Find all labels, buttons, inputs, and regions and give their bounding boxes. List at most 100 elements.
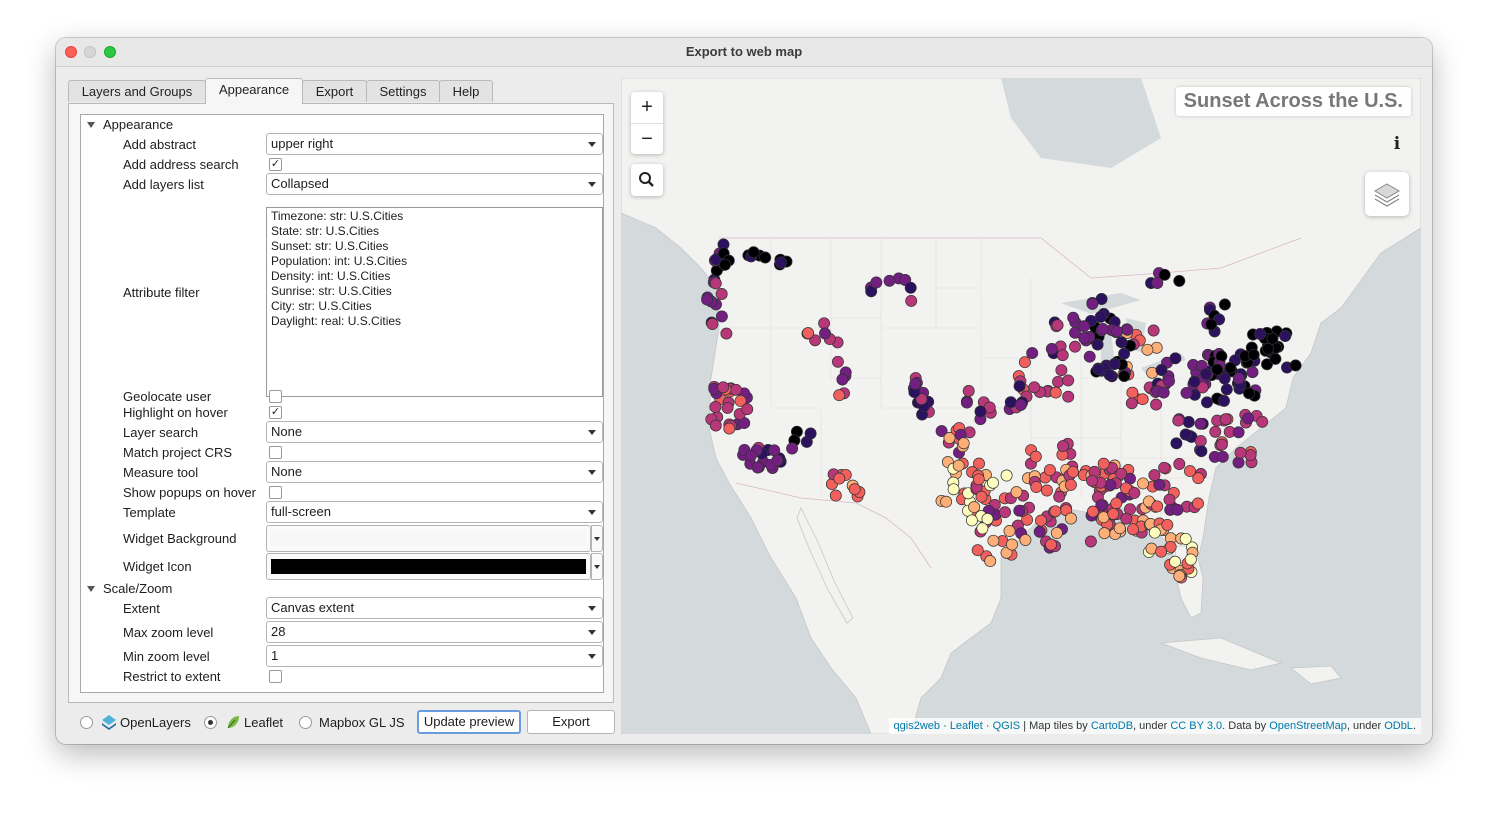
attribute-filter-item[interactable]: Timezone: str: U.S.Cities [271,209,404,223]
city-point[interactable] [1045,538,1057,551]
attribute-filter-item[interactable]: Population: int: U.S.Cities [271,254,408,268]
city-point[interactable] [1095,293,1108,305]
city-point[interactable] [943,432,956,444]
city-point[interactable] [1103,368,1116,381]
city-point[interactable] [1200,368,1213,380]
city-point[interactable] [1209,425,1222,438]
city-point[interactable] [1247,348,1260,361]
city-point[interactable] [1254,328,1267,340]
city-point[interactable] [1069,340,1081,353]
city-point[interactable] [1113,522,1126,535]
city-point[interactable] [1192,472,1205,485]
city-point[interactable] [935,425,948,438]
collapse-scale-zoom-arrow-icon[interactable] [87,586,95,592]
city-point[interactable] [1084,535,1097,548]
city-point[interactable] [1127,523,1139,536]
map-preview[interactable]: + − Sunset Across the U.S. i qgis2web · … [621,78,1421,734]
city-point[interactable] [1242,412,1255,425]
city-point[interactable] [960,396,973,409]
city-point[interactable] [1182,416,1195,428]
city-point[interactable] [1136,393,1149,406]
maximize-window-button[interactable] [104,46,116,58]
city-point[interactable] [1169,352,1182,365]
city-point[interactable] [1262,342,1274,355]
city-point[interactable] [1234,446,1247,459]
city-point[interactable] [1115,336,1128,349]
city-point[interactable] [1086,505,1099,518]
city-point[interactable] [965,514,978,527]
city-point[interactable] [865,285,878,298]
city-point[interactable] [952,459,965,472]
city-point[interactable] [1155,545,1168,558]
city-point[interactable] [1158,461,1171,474]
city-point[interactable] [709,419,722,432]
city-point[interactable] [1040,484,1053,497]
map-canvas[interactable] [621,78,1421,734]
export-button[interactable]: Export [527,710,615,734]
show-popups-on-hover-checkbox[interactable] [269,486,282,499]
city-point[interactable] [1067,465,1079,478]
city-point[interactable] [1003,525,1016,537]
city-point[interactable] [1171,503,1184,516]
city-point[interactable] [1115,467,1128,480]
city-point[interactable] [1026,347,1039,360]
city-point[interactable] [1161,518,1174,531]
city-point[interactable] [915,393,928,406]
city-point[interactable] [1051,319,1064,332]
city-point[interactable] [802,327,815,340]
city-point[interactable] [870,276,883,289]
openstreetmap-link[interactable]: OpenStreetMap [1269,720,1347,732]
cartodb-link[interactable]: CartoDB [1090,720,1134,732]
attribute-filter-item[interactable]: Daylight: real: U.S.Cities [271,314,402,328]
widget-background-color-button[interactable] [266,525,591,552]
attribute-filter-item[interactable]: City: str: U.S.Cities [271,299,372,313]
city-point[interactable] [1092,363,1105,376]
city-point[interactable] [1194,417,1207,430]
city-point[interactable] [1232,426,1245,439]
city-point[interactable] [972,473,985,486]
city-point[interactable] [1110,497,1123,510]
city-point[interactable] [1111,325,1123,338]
city-point[interactable] [1067,311,1080,324]
city-point[interactable] [1086,474,1099,487]
city-point[interactable] [1118,370,1131,383]
attribute-filter-list[interactable]: Timezone: str: U.S.Cities State: str: U.… [266,207,603,397]
city-point[interactable] [1107,507,1120,520]
city-point[interactable] [971,544,984,557]
city-point[interactable] [1195,445,1208,458]
city-point[interactable] [1045,342,1058,355]
city-point[interactable] [818,317,831,330]
city-point[interactable] [848,483,861,496]
city-point[interactable] [1056,349,1069,362]
city-point[interactable] [940,495,953,508]
tab-settings[interactable]: Settings [366,80,440,102]
city-point[interactable] [723,422,736,435]
city-point[interactable] [1098,527,1111,540]
tab-export[interactable]: Export [302,80,367,102]
city-point[interactable] [957,437,970,450]
max-zoom-select[interactable]: 28 [266,621,603,643]
city-point[interactable] [1157,386,1170,399]
tab-help[interactable]: Help [439,80,493,102]
city-point[interactable] [1194,435,1207,448]
city-point[interactable] [1201,396,1213,409]
city-point[interactable] [1184,553,1197,566]
city-point[interactable] [905,294,918,307]
mapbox-label[interactable]: Mapbox GL JS [319,715,405,730]
city-point[interactable] [1173,274,1186,287]
city-point[interactable] [706,318,719,330]
attribute-filter-item[interactable]: Sunset: str: U.S.Cities [271,239,389,253]
city-point[interactable] [1147,324,1160,337]
city-point[interactable] [1218,298,1231,311]
city-point[interactable] [1030,481,1043,493]
city-point[interactable] [730,383,742,396]
widget-icon-color-button[interactable] [266,553,591,580]
city-point[interactable] [973,457,985,470]
collapse-appearance-arrow-icon[interactable] [87,122,95,128]
city-point[interactable] [1173,458,1186,470]
restrict-to-extent-checkbox[interactable] [269,670,282,683]
city-point[interactable] [1120,512,1133,525]
odbl-link[interactable]: ODbL [1384,720,1413,732]
city-point[interactable] [968,501,981,514]
city-point[interactable] [1164,540,1177,553]
